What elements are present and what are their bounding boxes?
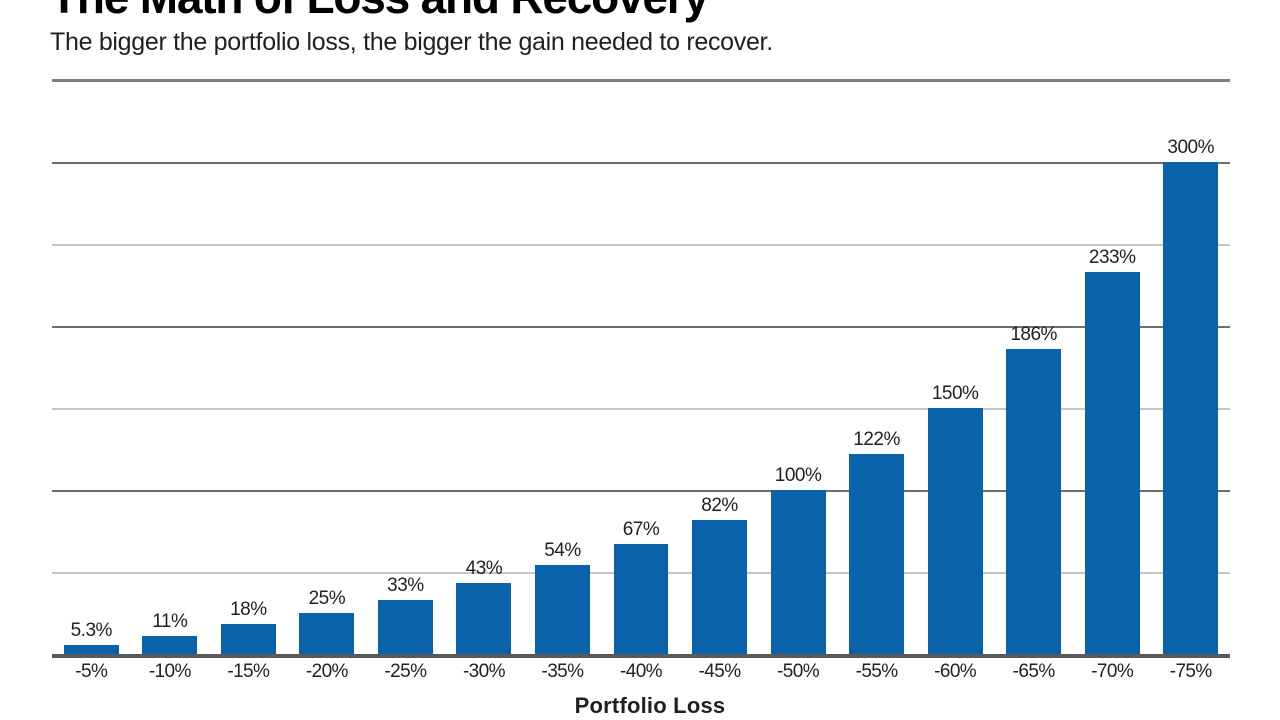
gridline-300 [52, 162, 1230, 164]
bar--15pct[interactable]: 18% [220, 160, 276, 654]
x-axis-title-label: Portfolio Loss [574, 693, 726, 718]
bar--25pct[interactable]: 33% [377, 160, 433, 654]
bar-value-label: 18% [230, 599, 267, 621]
bar--65pct[interactable]: 186% [1006, 160, 1062, 654]
bar-value-label: 11% [152, 610, 188, 632]
gridline-200 [52, 326, 1230, 328]
header-divider [52, 79, 1230, 82]
x-tick--50pct: -50% [777, 661, 820, 682]
bar-value-label: 54% [544, 540, 581, 562]
bar-rect [63, 645, 119, 654]
bar-rect [534, 565, 590, 654]
page-title: The Math of Loss and Recovery [50, 0, 709, 20]
bar-rect [456, 583, 512, 654]
chart-subtitle: The bigger the portfolio loss, the bigge… [50, 28, 773, 56]
bar--45pct[interactable]: 82% [692, 160, 747, 654]
bar-rect [613, 544, 669, 654]
x-tick--55pct: -55% [855, 661, 899, 682]
bar--10pct[interactable]: 11% [142, 160, 198, 654]
x-tick--5pct: -5% [75, 661, 108, 682]
bar-series: 5.3% 11% 18% 25% 33% 43% 54% 67% 82% 100% 122% 150%… [52, 137, 1230, 654]
x-axis-tick-labels: -5% -10% -15% -20% -25% -30% -35% -40% -45% -50% -… [52, 661, 1230, 689]
gridline-250 [52, 244, 1230, 246]
bar-rect [692, 519, 747, 654]
bar-value-label: 122% [853, 428, 900, 450]
bar-value-label: 67% [622, 519, 660, 541]
bar-rect [299, 613, 355, 654]
bar--5pct[interactable]: 5.3% [63, 160, 119, 654]
bar-value-label: 186% [1010, 323, 1057, 345]
bar-value-label: 150% [931, 383, 979, 404]
bar--30pct[interactable]: 43% [456, 160, 512, 654]
chart-header: The Math of Loss and Recovery The bigger… [0, 0, 1280, 84]
bar-value-label: 25% [308, 588, 346, 609]
gridline-100 [52, 490, 1230, 492]
bar-rect [849, 453, 905, 654]
bar-value-label: 233% [1088, 246, 1136, 268]
bar-rect [142, 635, 198, 654]
bar-value-label: 82% [701, 494, 738, 516]
x-tick--75pct: -75% [1169, 661, 1213, 682]
x-axis-line [52, 654, 1230, 658]
bar--55pct[interactable]: 122% [849, 160, 905, 654]
x-tick--70pct: -70% [1091, 661, 1134, 682]
bar--70pct[interactable]: 233% [1084, 160, 1140, 654]
gridline-150 [52, 408, 1230, 410]
x-tick--40pct: -40% [620, 661, 663, 682]
bar-rect [1163, 162, 1219, 654]
x-tick--35pct: -35% [541, 661, 584, 682]
x-tick--45pct: -45% [698, 661, 742, 682]
bar-value-label: 43% [465, 558, 503, 580]
x-tick--20pct: -20% [305, 661, 349, 682]
bar--20pct[interactable]: 25% [299, 160, 355, 654]
bar--50pct[interactable]: 100% [770, 160, 826, 654]
bar--35pct[interactable]: 54% [534, 160, 590, 654]
x-tick--15pct: -15% [227, 661, 270, 682]
bar-rect [1006, 348, 1062, 654]
bar-value-label: 300% [1167, 137, 1215, 158]
bar-value-label: 33% [387, 574, 424, 596]
x-tick--30pct: -30% [462, 661, 506, 682]
bar-rect [1084, 271, 1140, 654]
bar-rect [927, 408, 983, 654]
x-tick--60pct: -60% [934, 661, 977, 682]
x-tick--25pct: -25% [384, 661, 427, 682]
bar--60pct[interactable]: 150% [927, 160, 983, 654]
bar-value-label: 100% [774, 465, 822, 486]
bar--40pct[interactable]: 67% [613, 160, 669, 654]
x-axis-title: Portfolio Loss [0, 693, 1280, 719]
bar-rect [377, 599, 433, 654]
bar--75pct[interactable]: 300% [1163, 137, 1219, 654]
bar-value-label: 5.3% [70, 620, 113, 642]
x-tick--10pct: -10% [148, 661, 192, 682]
bar-rect [220, 624, 276, 654]
bar-rect [770, 490, 826, 654]
x-tick--65pct: -65% [1012, 661, 1056, 682]
